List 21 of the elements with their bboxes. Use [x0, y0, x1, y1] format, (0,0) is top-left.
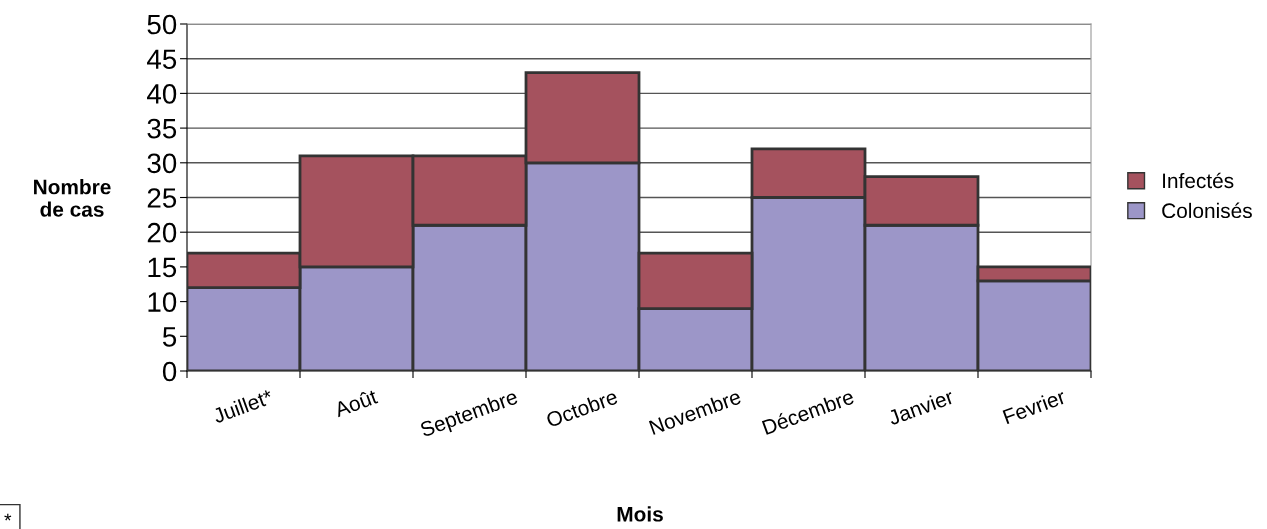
y-tick-label: 20 [147, 222, 177, 243]
y-tick-label: 15 [148, 257, 177, 278]
x-tick-label: Août [333, 388, 379, 418]
y-tick-label: 25 [147, 188, 177, 208]
legend-label: Colonisés [1162, 202, 1252, 219]
y-tick-label: 30 [147, 153, 177, 174]
y-tick-label: 50 [147, 14, 177, 35]
x-tick-label: Juillet* [211, 388, 274, 424]
y-tick-label: 0 [162, 361, 177, 382]
y-tick-label: 45 [147, 49, 177, 70]
x-tick-label: Janvier [886, 388, 955, 426]
y-axis-title: Nombre de cas [34, 179, 111, 217]
x-tick-label: Octobre [545, 388, 619, 428]
y-tick-label: 5 [162, 327, 177, 347]
x-axis-title: Mois [617, 506, 663, 522]
text: * [4, 513, 12, 521]
y-tick-label: 35 [147, 118, 177, 139]
x-tick-label: Fevrier [1002, 388, 1067, 425]
y-tick-label: 10 [148, 292, 177, 312]
y-tick-label: 40 [147, 84, 177, 104]
legend-label: Infectés [1163, 172, 1234, 189]
